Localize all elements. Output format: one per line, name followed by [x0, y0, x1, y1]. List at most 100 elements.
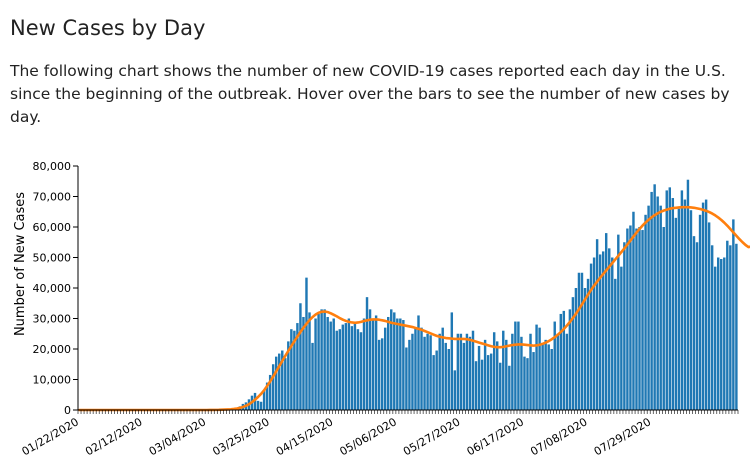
- daily-cases-bar[interactable]: [281, 350, 284, 410]
- daily-cases-bar[interactable]: [356, 329, 360, 410]
- daily-cases-bar[interactable]: [680, 190, 684, 410]
- daily-cases-bar[interactable]: [726, 240, 729, 410]
- daily-cases-bar[interactable]: [329, 321, 332, 410]
- daily-cases-bar[interactable]: [511, 333, 514, 410]
- daily-cases-bar[interactable]: [568, 309, 572, 410]
- daily-cases-bar[interactable]: [732, 219, 735, 411]
- daily-cases-bar[interactable]: [444, 342, 447, 410]
- daily-cases-bar[interactable]: [483, 339, 487, 410]
- daily-cases-bar[interactable]: [620, 266, 623, 410]
- daily-cases-bar[interactable]: [556, 333, 559, 410]
- daily-cases-bar[interactable]: [253, 392, 257, 410]
- daily-cases-bar[interactable]: [505, 339, 508, 410]
- daily-cases-bar[interactable]: [374, 315, 378, 410]
- daily-cases-bar[interactable]: [659, 205, 662, 410]
- daily-cases-bar[interactable]: [698, 214, 702, 410]
- daily-cases-bar[interactable]: [720, 259, 723, 410]
- daily-cases-bar[interactable]: [683, 199, 687, 410]
- daily-cases-bar[interactable]: [320, 309, 323, 410]
- daily-cases-bar[interactable]: [611, 257, 614, 411]
- daily-cases-bar[interactable]: [480, 359, 484, 410]
- daily-cases-bar[interactable]: [268, 374, 272, 410]
- daily-cases-bar[interactable]: [284, 358, 287, 410]
- daily-cases-bar[interactable]: [453, 370, 457, 410]
- daily-cases-bar[interactable]: [465, 333, 469, 410]
- daily-cases-bar[interactable]: [371, 318, 375, 411]
- daily-cases-bar[interactable]: [517, 321, 520, 410]
- daily-cases-bar[interactable]: [380, 338, 384, 410]
- daily-cases-bar[interactable]: [396, 318, 399, 411]
- daily-cases-bar[interactable]: [541, 342, 544, 410]
- daily-cases-bar[interactable]: [671, 198, 675, 410]
- daily-cases-bar[interactable]: [686, 179, 690, 410]
- daily-cases-bar[interactable]: [468, 336, 472, 410]
- daily-cases-bar[interactable]: [271, 364, 275, 410]
- daily-cases-bar[interactable]: [729, 245, 732, 410]
- daily-cases-bar[interactable]: [350, 326, 354, 411]
- daily-cases-bar[interactable]: [299, 303, 302, 410]
- daily-cases-bar[interactable]: [604, 233, 608, 410]
- daily-cases-bar[interactable]: [314, 318, 317, 411]
- daily-cases-bar[interactable]: [438, 333, 441, 410]
- daily-cases-bar[interactable]: [432, 355, 435, 410]
- daily-cases-bar[interactable]: [383, 327, 387, 410]
- daily-cases-bar[interactable]: [707, 222, 711, 410]
- daily-cases-bar[interactable]: [278, 353, 281, 410]
- daily-cases-bar[interactable]: [608, 248, 611, 410]
- daily-cases-bar[interactable]: [293, 330, 296, 410]
- daily-cases-bar[interactable]: [387, 316, 390, 410]
- daily-cases-bar[interactable]: [529, 333, 532, 410]
- daily-cases-bar[interactable]: [547, 344, 550, 410]
- daily-cases-bar[interactable]: [617, 234, 620, 411]
- daily-cases-bar[interactable]: [326, 316, 329, 410]
- daily-cases-bar[interactable]: [414, 327, 417, 410]
- daily-cases-bar[interactable]: [399, 318, 402, 411]
- daily-cases-bar[interactable]: [486, 355, 490, 410]
- daily-cases-bar[interactable]: [359, 332, 363, 410]
- daily-cases-bar[interactable]: [256, 400, 260, 410]
- daily-cases-bar[interactable]: [335, 330, 338, 410]
- daily-cases-bar[interactable]: [323, 309, 326, 410]
- daily-cases-bar[interactable]: [265, 382, 269, 410]
- daily-cases-bar[interactable]: [653, 184, 656, 410]
- daily-cases-bar[interactable]: [526, 358, 529, 410]
- bars-layer[interactable]: [90, 179, 738, 411]
- daily-cases-bar[interactable]: [735, 243, 738, 410]
- daily-cases-bar[interactable]: [338, 329, 341, 410]
- daily-cases-bar[interactable]: [635, 228, 638, 410]
- daily-cases-bar[interactable]: [344, 323, 348, 410]
- daily-cases-bar[interactable]: [287, 341, 290, 411]
- daily-cases-bar[interactable]: [632, 211, 635, 410]
- daily-cases-bar[interactable]: [677, 208, 681, 410]
- daily-cases-bar[interactable]: [496, 341, 499, 411]
- daily-cases-bar[interactable]: [520, 336, 523, 410]
- daily-cases-bar[interactable]: [713, 266, 717, 410]
- daily-cases-bar[interactable]: [656, 196, 659, 411]
- daily-cases-bar[interactable]: [565, 333, 569, 410]
- daily-cases-bar[interactable]: [665, 190, 668, 410]
- daily-cases-bar[interactable]: [262, 390, 266, 410]
- daily-cases-bar[interactable]: [723, 257, 726, 411]
- daily-cases-bar[interactable]: [577, 272, 581, 410]
- daily-cases-bar[interactable]: [674, 217, 678, 410]
- daily-cases-bar[interactable]: [689, 210, 693, 410]
- daily-cases-bar[interactable]: [423, 336, 426, 410]
- daily-cases-bar[interactable]: [629, 225, 632, 410]
- daily-cases-bar[interactable]: [365, 297, 369, 410]
- daily-cases-bar[interactable]: [532, 352, 535, 410]
- daily-cases-bar[interactable]: [695, 242, 699, 410]
- daily-cases-bar[interactable]: [502, 330, 505, 410]
- daily-cases-bar[interactable]: [704, 199, 708, 410]
- daily-cases-bar[interactable]: [626, 228, 629, 410]
- daily-cases-bar[interactable]: [598, 254, 602, 410]
- daily-cases-bar[interactable]: [441, 327, 444, 410]
- daily-cases-bar[interactable]: [614, 278, 617, 410]
- daily-cases-bar[interactable]: [644, 214, 647, 410]
- daily-cases-bar[interactable]: [489, 353, 493, 410]
- daily-cases-bar[interactable]: [450, 312, 454, 410]
- daily-cases-bar[interactable]: [390, 309, 393, 410]
- daily-cases-bar[interactable]: [305, 277, 308, 410]
- daily-cases-bar[interactable]: [595, 239, 599, 410]
- daily-cases-bar[interactable]: [417, 315, 420, 410]
- daily-cases-bar[interactable]: [408, 339, 411, 410]
